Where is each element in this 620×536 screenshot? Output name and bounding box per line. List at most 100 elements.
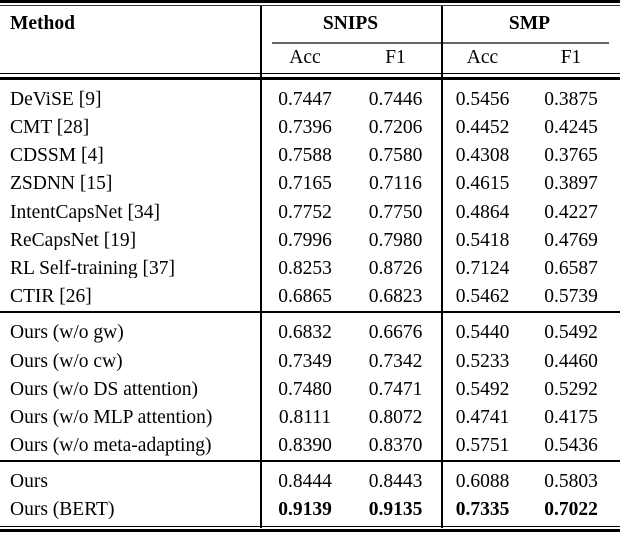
value-cell: 0.4245	[544, 117, 598, 139]
value-cell: 0.4615	[455, 173, 510, 195]
table-row: ZSDNN [15] 0.7165 0.7116 0.4615 0.3897	[0, 170, 620, 198]
subcol-header-smp-acc: Acc	[466, 47, 499, 69]
value-cell: 0.5492	[544, 322, 598, 344]
group-header-smp: SMP	[508, 12, 551, 34]
table-row: CMT [28] 0.7396 0.7206 0.4452 0.4245	[0, 114, 620, 142]
value-cell: 0.5456	[455, 88, 510, 110]
value-cell: 0.8111	[278, 406, 332, 428]
value-cell: 0.5440	[455, 322, 510, 344]
section-ours: Ours 0.8444 0.8443 0.6088 0.5803 Ours (BERT) 0…	[0, 462, 620, 524]
value-cell: 0.7124	[455, 257, 510, 279]
top-rule-thick	[0, 0, 620, 3]
value-cell: 0.7980	[368, 229, 423, 251]
table-body: DeViSE [9] 0.7447 0.7446 0.5456 0.3875 CMT [2…	[0, 80, 620, 525]
value-cell: 0.7446	[368, 88, 423, 110]
value-cell: 0.4175	[544, 406, 598, 428]
value-cell: 0.8726	[368, 257, 423, 279]
top-rule-thin	[0, 4, 620, 6]
value-cell: 0.7349	[278, 350, 332, 372]
section-ablations: Ours (w/o gw) 0.6832 0.6676 0.5440 0.5492 Our…	[0, 313, 620, 460]
table-row: IntentCapsNet [34] 0.7752 0.7750 0.4864 0.42…	[0, 198, 620, 226]
group-underline-rule	[272, 41, 609, 44]
value-cell: 0.8370	[368, 435, 423, 457]
value-cell: 0.7342	[368, 350, 423, 372]
table-row: Ours 0.8444 0.8443 0.6088 0.5803	[0, 468, 620, 496]
value-cell: 0.3765	[544, 145, 598, 167]
vertical-separator-datasets	[441, 5, 443, 528]
method-cell: Ours (w/o gw)	[10, 323, 124, 343]
value-cell: 0.6587	[544, 257, 598, 279]
table-row: Ours (w/o DS attention) 0.7480 0.7471 0.549…	[0, 375, 620, 403]
value-cell: 0.5492	[455, 378, 510, 400]
header-row-subcolumns: Acc F1 Acc F1	[0, 44, 620, 73]
value-cell: 0.6676	[368, 322, 423, 344]
table-row: RL Self-training [37] 0.8253 0.8726 0.7124 0…	[0, 255, 620, 283]
value-cell: 0.5803	[544, 471, 598, 493]
table-row: Ours (w/o gw) 0.6832 0.6676 0.5440 0.5492	[0, 319, 620, 347]
bottom-rule-thin	[0, 526, 620, 528]
method-column-header: Method	[10, 13, 75, 34]
value-cell: 0.4452	[455, 117, 510, 139]
value-cell: 0.9139	[278, 499, 332, 521]
value-cell: 0.8444	[278, 471, 332, 493]
subcol-header-snips-acc: Acc	[289, 47, 321, 69]
table-row: CTIR [26] 0.6865 0.6823 0.5462 0.5739	[0, 283, 620, 311]
value-cell: 0.7165	[278, 173, 332, 195]
table-row: Ours (BERT) 0.9139 0.9135 0.7335 0.7022	[0, 496, 620, 524]
value-cell: 0.8253	[278, 257, 332, 279]
header-rule-thick	[0, 77, 620, 80]
value-cell: 0.7480	[278, 378, 332, 400]
bottom-rule-thick	[0, 529, 620, 533]
table-row: ReCapsNet [19] 0.7996 0.7980 0.5418 0.4769	[0, 226, 620, 254]
method-cell: ReCapsNet [19]	[10, 230, 137, 251]
value-cell: 0.7335	[455, 499, 510, 521]
vertical-separator-method	[260, 5, 262, 528]
method-cell: RL Self-training [37]	[10, 258, 175, 279]
value-cell: 0.4769	[544, 229, 598, 251]
method-cell: Ours	[10, 472, 48, 492]
value-cell: 0.7750	[368, 201, 423, 223]
value-cell: 0.7471	[368, 378, 423, 400]
value-cell: 0.8072	[368, 406, 423, 428]
value-cell: 0.9135	[368, 499, 423, 521]
value-cell: 0.3897	[544, 173, 598, 195]
value-cell: 0.6832	[278, 322, 332, 344]
value-cell: 0.8443	[368, 471, 423, 493]
value-cell: 0.7580	[368, 145, 423, 167]
value-cell: 0.5292	[544, 378, 598, 400]
value-cell: 0.5751	[455, 435, 510, 457]
value-cell: 0.6865	[278, 286, 332, 308]
value-cell: 0.4227	[544, 201, 598, 223]
value-cell: 0.7752	[278, 201, 332, 223]
section-baselines: DeViSE [9] 0.7447 0.7446 0.5456 0.3875 CMT [2…	[0, 80, 620, 312]
table-row: DeViSE [9] 0.7447 0.7446 0.5456 0.3875	[0, 86, 620, 114]
value-cell: 0.7996	[278, 229, 332, 251]
value-cell: 0.7022	[544, 499, 598, 521]
value-cell: 0.5462	[455, 286, 510, 308]
value-cell: 0.5739	[544, 286, 598, 308]
value-cell: 0.7447	[278, 88, 332, 110]
value-cell: 0.5233	[455, 350, 510, 372]
value-cell: 0.7116	[369, 173, 422, 195]
value-cell: 0.5418	[455, 229, 510, 251]
section-divider-rule	[0, 459, 620, 462]
method-cell: Ours (w/o cw)	[10, 351, 123, 372]
value-cell: 0.4864	[455, 201, 510, 223]
subcol-header-smp-f1: F1	[560, 47, 582, 69]
value-cell: 0.6823	[368, 286, 423, 308]
value-cell: 0.7206	[368, 117, 423, 139]
value-cell: 0.3875	[544, 88, 598, 110]
section-divider-rule	[0, 311, 620, 313]
group-header-snips: SNIPS	[322, 12, 379, 34]
value-cell: 0.7396	[278, 117, 332, 139]
method-cell: DeViSE [9]	[10, 89, 102, 110]
method-cell: CDSSM [4]	[10, 146, 104, 166]
table-row: CDSSM [4] 0.7588 0.7580 0.4308 0.3765	[0, 142, 620, 170]
value-cell: 0.4308	[455, 145, 510, 167]
method-cell: Ours (w/o meta-adapting)	[10, 436, 212, 456]
value-cell: 0.8390	[278, 435, 332, 457]
method-cell: IntentCapsNet [34]	[10, 202, 161, 223]
method-cell: Ours (BERT)	[10, 500, 115, 520]
method-cell: CTIR [26]	[10, 287, 92, 307]
